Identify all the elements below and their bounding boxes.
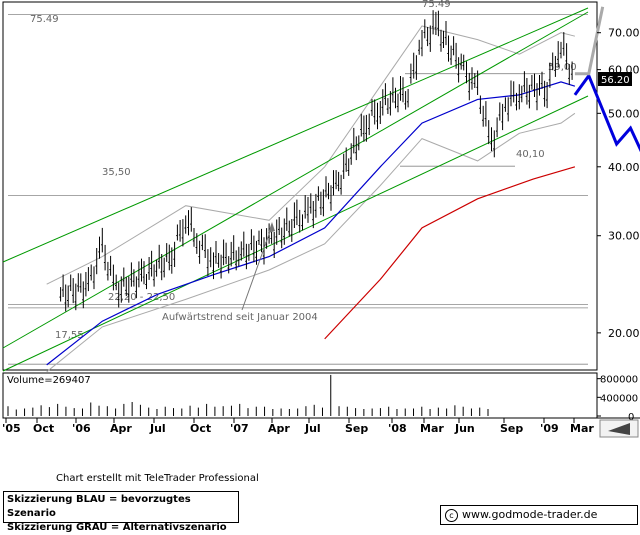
copyright-url: www.godmode-trader.de — [462, 508, 598, 521]
annotation-label: 75.49 — [422, 0, 451, 10]
channel-line — [2, 11, 589, 349]
price-chart: 75.49 75.49 59,00 40,10 35,50 22,20 - 22,50 17… — [2, 0, 640, 438]
moving-average-line — [46, 81, 576, 366]
time-tick-label: Jul — [304, 422, 321, 435]
annotation-label: 17,55 — [55, 330, 84, 341]
volume-panel-frame — [2, 372, 598, 419]
trend-channel — [2, 7, 589, 372]
time-tick-label: '05 — [2, 422, 21, 435]
bollinger-lower-line — [46, 112, 576, 373]
scroll-left-icon — [608, 423, 630, 435]
annotation-label: 59,00 — [548, 62, 577, 73]
copyright-icon: c — [445, 508, 458, 522]
time-tick-label: Sep — [500, 422, 523, 435]
chart-annotations: 75.49 75.49 59,00 40,10 35,50 22,20 - 22,50 17… — [30, 0, 577, 341]
moving-averages — [46, 81, 576, 366]
last-price-label: 56.20 — [601, 75, 630, 86]
price-panel-frame — [2, 1, 598, 371]
copyright-box[interactable]: c www.godmode-trader.de — [440, 505, 638, 525]
time-tick-label: Mar — [570, 422, 594, 435]
volume-label: Volume=269407 — [7, 375, 91, 386]
price-tick-label: 20.00 — [608, 327, 640, 340]
chart-credit: Chart erstellt mit TeleTrader Profession… — [56, 473, 259, 484]
annotation-label: 75.49 — [30, 14, 59, 25]
time-tick-label: '08 — [388, 422, 407, 435]
legend-line-blue: Skizzierung BLAU = bevorzugtes Szenario — [7, 494, 191, 519]
moving-average-line — [324, 166, 576, 340]
volume-tick-label: 0 — [628, 412, 634, 423]
time-tick-label: '07 — [230, 422, 249, 435]
volume-tick-label: 800000 — [600, 375, 638, 386]
legend-line-grey: Skizzierung GRAU = Alternativszenario — [7, 522, 227, 533]
trend-arrow — [241, 225, 273, 311]
scenario-legend: Skizzierung BLAU = bevorzugtes Szenario … — [3, 491, 239, 533]
volume-bars — [7, 374, 489, 416]
annotation-label: Aufwärtstrend seit Januar 2004 — [162, 312, 318, 323]
time-tick-label: Oct — [33, 422, 54, 435]
volume-tick-label: 400000 — [600, 393, 638, 404]
bollinger-upper-line — [46, 25, 576, 285]
time-tick-label: Mar — [420, 422, 444, 435]
time-tick-label: '06 — [72, 422, 91, 435]
channel-line — [2, 95, 589, 372]
time-tick-label: Oct — [190, 422, 211, 435]
price-bars — [59, 10, 573, 312]
time-tick-label: '09 — [540, 422, 559, 435]
time-tick-label: Apr — [268, 422, 290, 435]
trend-arrow-head — [268, 222, 275, 233]
price-tick-label: 50.00 — [608, 107, 640, 120]
annotation-label: 22,20 - 22,50 — [108, 292, 175, 303]
time-tick-label: Jul — [149, 422, 166, 435]
preferred-scenario-line — [573, 72, 640, 153]
price-tick-label: 40.00 — [608, 161, 640, 174]
time-tick-label: Sep — [345, 422, 368, 435]
time-tick-label: Jun — [454, 422, 475, 435]
bollinger-bands — [46, 25, 576, 373]
price-tick-label: 30.00 — [608, 230, 640, 243]
annotation-label: 35,50 — [102, 167, 131, 178]
time-tick-label: Apr — [110, 422, 132, 435]
time-axis: '05 Oct '06 Apr Jul Oct '07 Apr Jul Sep '08 Mar Jun S… — [2, 418, 594, 435]
alternative-scenario-line — [574, 6, 605, 76]
price-tick-label: 70.00 — [608, 27, 640, 40]
last-price-box — [598, 72, 632, 86]
horizontal-levels — [8, 14, 588, 365]
annotation-label: 40,10 — [516, 149, 545, 160]
channel-line — [2, 7, 589, 263]
scenario-sketches — [573, 6, 640, 153]
volume-axis: 0 400000 800000 — [597, 375, 638, 423]
